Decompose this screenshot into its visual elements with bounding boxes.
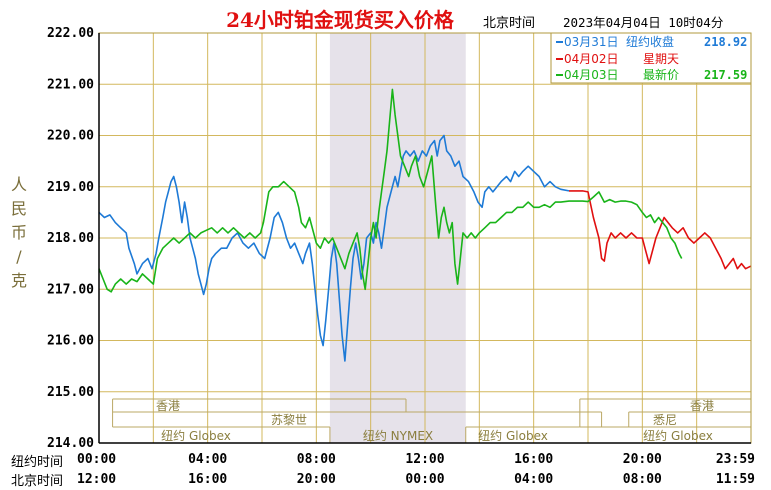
- y-axis-label-glyph: 民: [11, 199, 27, 218]
- legend-date: 03月31日: [564, 35, 619, 49]
- x-axis-row-newyork: 纽约时间 00:00 04:00 08:00 12:00 16:00 20:00…: [11, 452, 755, 470]
- x-tick-label-beijing: 16:00: [188, 472, 227, 487]
- session-nymex: 纽约 NYMEX: [363, 428, 433, 443]
- legend-value: 217.59: [704, 68, 747, 82]
- y-axis-label-glyph: /: [16, 247, 22, 266]
- y-tick-label: 221.00: [47, 77, 94, 92]
- y-axis-label-glyph: 人: [11, 175, 27, 194]
- y-tick-labels: 222.00 221.00 220.00 219.00 218.00 217.0…: [47, 26, 94, 451]
- legend-date: 04月02日: [564, 52, 619, 66]
- y-tick-label: 214.00: [47, 436, 94, 451]
- x-tick-label-newyork: 00:00: [77, 452, 116, 467]
- x-tick-label-beijing: 04:00: [514, 472, 553, 487]
- series-line: [98, 88, 683, 293]
- legend-box: [550, 32, 752, 84]
- tz-label: 北京时间: [483, 16, 535, 31]
- y-axis-label: 人民币 / 克: [11, 175, 27, 290]
- trading-sessions: 香港 苏黎世 纽约 Globex 纽约 NYMEX 纽约 Globex 香港 悉…: [112, 398, 751, 443]
- x-tick-label-newyork: 04:00: [188, 452, 227, 467]
- y-tick-label: 222.00: [47, 26, 94, 41]
- y-tick-label: 215.00: [47, 385, 94, 400]
- x-axis-row-beijing: 北京时间 12:00 16:00 20:00 00:00 04:00 08:00…: [11, 472, 755, 489]
- x-tick-label-newyork: 16:00: [514, 452, 553, 467]
- plot-frame: [98, 32, 752, 444]
- x-tick-label-beijing: 11:59: [716, 472, 755, 487]
- x-tick-label-beijing: 12:00: [77, 472, 116, 487]
- x-tick-label-newyork: 20:00: [623, 452, 662, 467]
- y-tick-label: 218.00: [47, 231, 94, 246]
- session-globex-3: 纽约 Globex: [643, 428, 713, 443]
- legend-label: 最新价: [643, 67, 679, 82]
- x-tick-label-beijing: 20:00: [297, 472, 336, 487]
- x-tick-label-newyork: 23:59: [716, 452, 755, 467]
- y-axis-label-glyph: 克: [11, 271, 27, 290]
- x-tick-label-newyork: 12:00: [405, 452, 444, 467]
- session-hongkong-1: 香港: [156, 399, 180, 413]
- datetime: 2023年04月04日 10时04分: [563, 15, 723, 30]
- legend-label: 星期天: [643, 52, 679, 66]
- x-row-label-newyork: 纽约时间: [11, 455, 63, 470]
- series-line: [569, 190, 752, 270]
- y-tick-label: 216.00: [47, 334, 94, 349]
- x-tick-label-newyork: 08:00: [297, 452, 336, 467]
- y-axis-label-glyph: 币: [11, 223, 27, 242]
- legend-item: 04月03日 最新价 217.59: [556, 67, 747, 82]
- legend-label: 纽约收盘: [626, 34, 674, 49]
- session-hongkong-2: 香港: [690, 399, 714, 413]
- price-series: [98, 88, 752, 362]
- chart-title: 24小时铂金现货买入价格: [226, 8, 455, 32]
- session-zurich: 苏黎世: [271, 413, 307, 427]
- legend-value: 218.92: [704, 35, 747, 49]
- legend-item: 04月02日 星期天: [556, 52, 679, 66]
- legend: 03月31日 纽约收盘 218.92 04月02日 星期天 04月03日 最新价…: [550, 32, 752, 84]
- session-sydney: 悉尼: [653, 413, 677, 427]
- x-row-label-beijing: 北京时间: [11, 474, 63, 489]
- y-tick-label: 219.00: [47, 180, 94, 195]
- y-tick-label: 220.00: [47, 129, 94, 144]
- session-globex-1: 纽约 Globex: [161, 428, 231, 443]
- x-tick-label-beijing: 08:00: [623, 472, 662, 487]
- y-tick-label: 217.00: [47, 282, 94, 297]
- legend-date: 04月03日: [564, 68, 619, 82]
- session-globex-2: 纽约 Globex: [478, 428, 548, 443]
- y-axis-label-text: 人民币 / 克: [11, 175, 27, 290]
- legend-item: 03月31日 纽约收盘 218.92: [556, 34, 747, 49]
- x-tick-label-beijing: 00:00: [405, 472, 444, 487]
